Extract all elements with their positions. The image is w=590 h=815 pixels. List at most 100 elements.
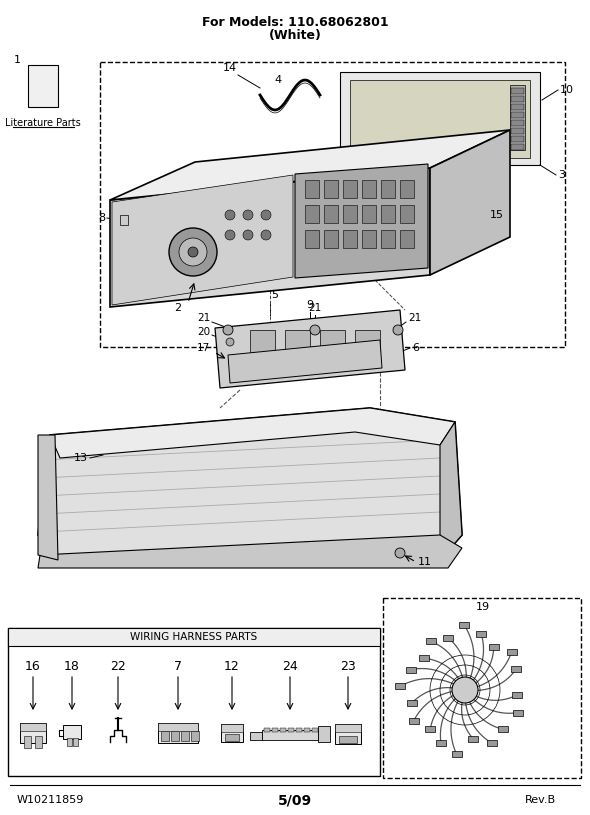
Circle shape (393, 325, 403, 335)
Polygon shape (221, 724, 243, 742)
Text: 5: 5 (271, 290, 278, 300)
Text: W10211859: W10211859 (17, 795, 84, 805)
Polygon shape (191, 731, 199, 741)
Polygon shape (511, 667, 521, 672)
Polygon shape (305, 180, 319, 198)
Polygon shape (305, 205, 319, 223)
Polygon shape (215, 310, 405, 388)
Polygon shape (425, 726, 435, 732)
Polygon shape (67, 738, 72, 746)
Circle shape (188, 247, 198, 257)
Polygon shape (181, 731, 189, 741)
Polygon shape (38, 435, 58, 560)
Polygon shape (425, 638, 435, 644)
Polygon shape (112, 175, 293, 305)
Polygon shape (511, 88, 524, 94)
Polygon shape (406, 667, 416, 672)
Text: 21: 21 (196, 313, 210, 323)
Text: (White): (White) (268, 29, 322, 42)
Polygon shape (362, 230, 376, 248)
Polygon shape (8, 628, 380, 646)
Polygon shape (355, 330, 380, 360)
Text: 4: 4 (274, 75, 281, 85)
Text: 11: 11 (418, 557, 432, 567)
Polygon shape (110, 168, 430, 307)
Polygon shape (318, 726, 330, 742)
Text: 19: 19 (476, 602, 490, 612)
Polygon shape (161, 731, 169, 741)
Polygon shape (63, 725, 81, 739)
Polygon shape (35, 736, 42, 748)
Circle shape (223, 325, 233, 335)
Text: 24: 24 (282, 659, 298, 672)
Circle shape (395, 548, 405, 558)
Polygon shape (324, 180, 338, 198)
Text: 15: 15 (490, 210, 504, 220)
Polygon shape (320, 330, 345, 360)
Polygon shape (381, 205, 395, 223)
Text: 1: 1 (14, 55, 21, 65)
Polygon shape (272, 728, 278, 732)
Text: 22: 22 (110, 659, 126, 672)
Polygon shape (343, 205, 357, 223)
Polygon shape (510, 85, 525, 150)
Polygon shape (400, 230, 414, 248)
Polygon shape (440, 422, 462, 560)
Polygon shape (512, 692, 522, 698)
Polygon shape (451, 751, 461, 757)
Circle shape (225, 210, 235, 220)
Polygon shape (312, 728, 318, 732)
Circle shape (452, 677, 478, 703)
Circle shape (261, 230, 271, 240)
Text: 21: 21 (309, 303, 322, 313)
Text: 8: 8 (98, 213, 105, 223)
Text: 9: 9 (306, 300, 313, 310)
Circle shape (179, 238, 207, 266)
Polygon shape (339, 736, 357, 743)
Text: 5/09: 5/09 (278, 793, 312, 807)
Polygon shape (511, 144, 524, 150)
Polygon shape (171, 731, 179, 741)
Polygon shape (343, 230, 357, 248)
Polygon shape (221, 724, 243, 732)
Polygon shape (73, 738, 78, 746)
Polygon shape (8, 628, 380, 776)
Polygon shape (335, 724, 361, 732)
Circle shape (261, 210, 271, 220)
Text: 23: 23 (340, 659, 356, 672)
Polygon shape (20, 723, 46, 731)
Text: 3: 3 (558, 170, 565, 180)
Polygon shape (419, 655, 429, 661)
Text: WIRING HARNESS PARTS: WIRING HARNESS PARTS (130, 632, 258, 642)
Polygon shape (158, 723, 198, 743)
Text: 14: 14 (223, 63, 237, 73)
Circle shape (243, 230, 253, 240)
Polygon shape (409, 718, 418, 724)
Text: For Models: 110.68062801: For Models: 110.68062801 (202, 15, 388, 29)
Text: 20: 20 (197, 327, 210, 337)
Polygon shape (350, 80, 530, 158)
Polygon shape (250, 330, 275, 360)
Polygon shape (295, 164, 428, 278)
Polygon shape (280, 728, 286, 732)
Polygon shape (511, 128, 524, 134)
Polygon shape (264, 728, 270, 732)
Circle shape (243, 210, 253, 220)
Polygon shape (38, 408, 462, 560)
Text: 16: 16 (25, 659, 41, 672)
Polygon shape (395, 683, 405, 689)
Text: 17: 17 (196, 343, 210, 353)
Polygon shape (24, 736, 31, 748)
Text: 13: 13 (74, 453, 88, 463)
Polygon shape (288, 728, 294, 732)
Text: 2: 2 (175, 303, 182, 313)
Polygon shape (228, 340, 382, 383)
Polygon shape (489, 644, 499, 650)
Text: Rev.B: Rev.B (525, 795, 556, 805)
Text: 21: 21 (408, 313, 421, 323)
Polygon shape (400, 205, 414, 223)
Polygon shape (468, 736, 478, 742)
Polygon shape (296, 728, 302, 732)
Circle shape (310, 325, 320, 335)
Polygon shape (362, 180, 376, 198)
